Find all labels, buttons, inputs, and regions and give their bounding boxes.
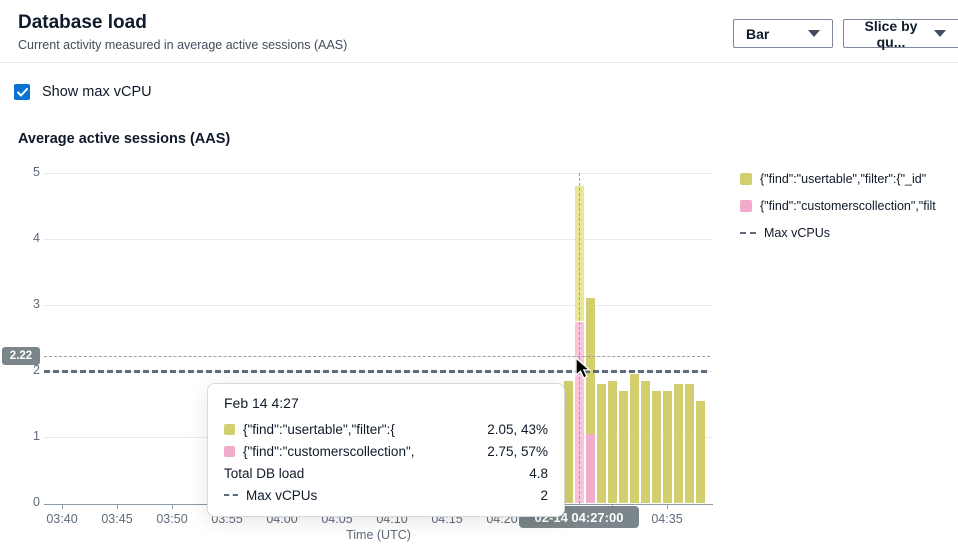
db-load-chart: {"find":"usertable","filter":{"_id" {"fin…: [0, 160, 958, 550]
bar-04:37-usertable[interactable]: [684, 384, 694, 503]
panel-header: Database load Current activity measured …: [0, 0, 958, 63]
chart-title: Average active sessions (AAS): [18, 131, 231, 147]
y-axis-label-2: 2: [33, 363, 40, 377]
x-tick-03:40: [62, 504, 63, 509]
y-axis-label-1: 1: [33, 429, 40, 443]
tooltip-row-value: 2.05, 43%: [487, 421, 548, 437]
x-axis-label-03:50: 03:50: [156, 512, 188, 526]
x-tick-03:45: [117, 504, 118, 509]
crosshair-y-value-badge: 2.22: [2, 347, 40, 366]
gridline-y4: [44, 239, 713, 240]
y-axis-label-5: 5: [33, 165, 40, 179]
crosshair-horizontal-line: [44, 356, 710, 358]
tooltip-row-label: Total DB load: [224, 465, 305, 481]
bar-04:26-usertable[interactable]: [563, 380, 573, 503]
chart-type-select[interactable]: Bar: [733, 19, 833, 48]
y-axis-label-4: 4: [33, 231, 40, 245]
hover-tooltip: Feb 14 4:27 {"find":"usertable","filter"…: [207, 383, 565, 517]
legend-item-1[interactable]: {"find":"customerscollection","filt: [740, 199, 936, 213]
tooltip-row-value: 2.75, 57%: [487, 443, 548, 459]
tooltip-title: Feb 14 4:27: [224, 395, 299, 411]
bar-04:28-usertable[interactable]: [585, 298, 595, 434]
tooltip-swatch-icon: [224, 423, 235, 435]
tooltip-swatch-icon: [224, 445, 235, 457]
gridline-y5: [44, 173, 713, 174]
bar-04:30-usertable[interactable]: [607, 380, 617, 503]
bar-04:29-usertable[interactable]: [596, 384, 606, 503]
bar-04:32-usertable[interactable]: [629, 374, 639, 503]
tooltip-row-2: Total DB load 4.8: [224, 462, 548, 484]
bar-04:35-usertable[interactable]: [662, 390, 672, 503]
tooltip-row-label: {"find":"customerscollection",: [243, 443, 415, 459]
x-axis-label-03:40: 03:40: [46, 512, 78, 526]
x-tick-04:35: [667, 504, 668, 509]
x-axis-title: Time (UTC): [346, 528, 411, 542]
header-controls: Bar Slice by qu...: [733, 17, 958, 50]
slice-by-select[interactable]: Slice by qu...: [843, 17, 958, 50]
dashed-line-icon: [224, 494, 238, 496]
y-axis-label-3: 3: [33, 297, 40, 311]
bar-04:31-usertable[interactable]: [618, 390, 628, 503]
dashed-line-icon: [740, 232, 756, 234]
page-title: Database load: [18, 12, 147, 33]
legend-swatch-icon: [740, 200, 752, 212]
tooltip-row-1: {"find":"customerscollection", 2.75, 57%: [224, 440, 548, 462]
bar-04:28-customerscollection[interactable]: [585, 433, 595, 503]
x-axis-label-04:35: 04:35: [651, 512, 683, 526]
x-axis-label-03:45: 03:45: [101, 512, 133, 526]
tooltip-row-0: {"find":"usertable","filter":{ 2.05, 43%: [224, 418, 548, 440]
y-axis-label-0: 0: [33, 495, 40, 509]
tooltip-row-value: 4.8: [529, 465, 548, 481]
chart-legend: {"find":"usertable","filter":{"_id" {"fin…: [740, 172, 936, 240]
show-max-vcpu-label: Show max vCPU: [42, 84, 152, 100]
chevron-down-icon: [934, 30, 946, 37]
tooltip-row-3: Max vCPUs 2: [224, 484, 548, 506]
bar-04:38-usertable[interactable]: [695, 400, 705, 503]
legend-label: Max vCPUs: [764, 226, 830, 240]
tooltip-row-label: Max vCPUs: [246, 487, 318, 503]
crosshair-vertical-line: [579, 173, 580, 504]
bar-04:36-usertable[interactable]: [673, 384, 683, 503]
tooltip-row-label: {"find":"usertable","filter":{: [243, 421, 395, 437]
x-tick-03:50: [172, 504, 173, 509]
chart-type-select-value: Bar: [746, 25, 770, 42]
tooltip-row-value: 2: [540, 487, 548, 503]
checkbox-checked-icon[interactable]: [14, 84, 30, 100]
max-vcpu-line: [44, 370, 707, 373]
slice-by-select-value: Slice by qu...: [864, 17, 918, 50]
gridline-y3: [44, 305, 713, 306]
bar-04:34-usertable[interactable]: [651, 390, 661, 503]
show-max-vcpu-checkbox[interactable]: Show max vCPU: [14, 84, 152, 100]
legend-label: {"find":"customerscollection","filt: [760, 199, 936, 213]
page-subtitle: Current activity measured in average act…: [18, 38, 348, 52]
bar-04:33-usertable[interactable]: [640, 380, 650, 503]
legend-item-2[interactable]: Max vCPUs: [740, 226, 936, 240]
chevron-down-icon: [808, 30, 820, 37]
legend-swatch-icon: [740, 173, 752, 185]
legend-item-0[interactable]: {"find":"usertable","filter":{"_id": [740, 172, 936, 186]
legend-label: {"find":"usertable","filter":{"_id": [760, 172, 927, 186]
